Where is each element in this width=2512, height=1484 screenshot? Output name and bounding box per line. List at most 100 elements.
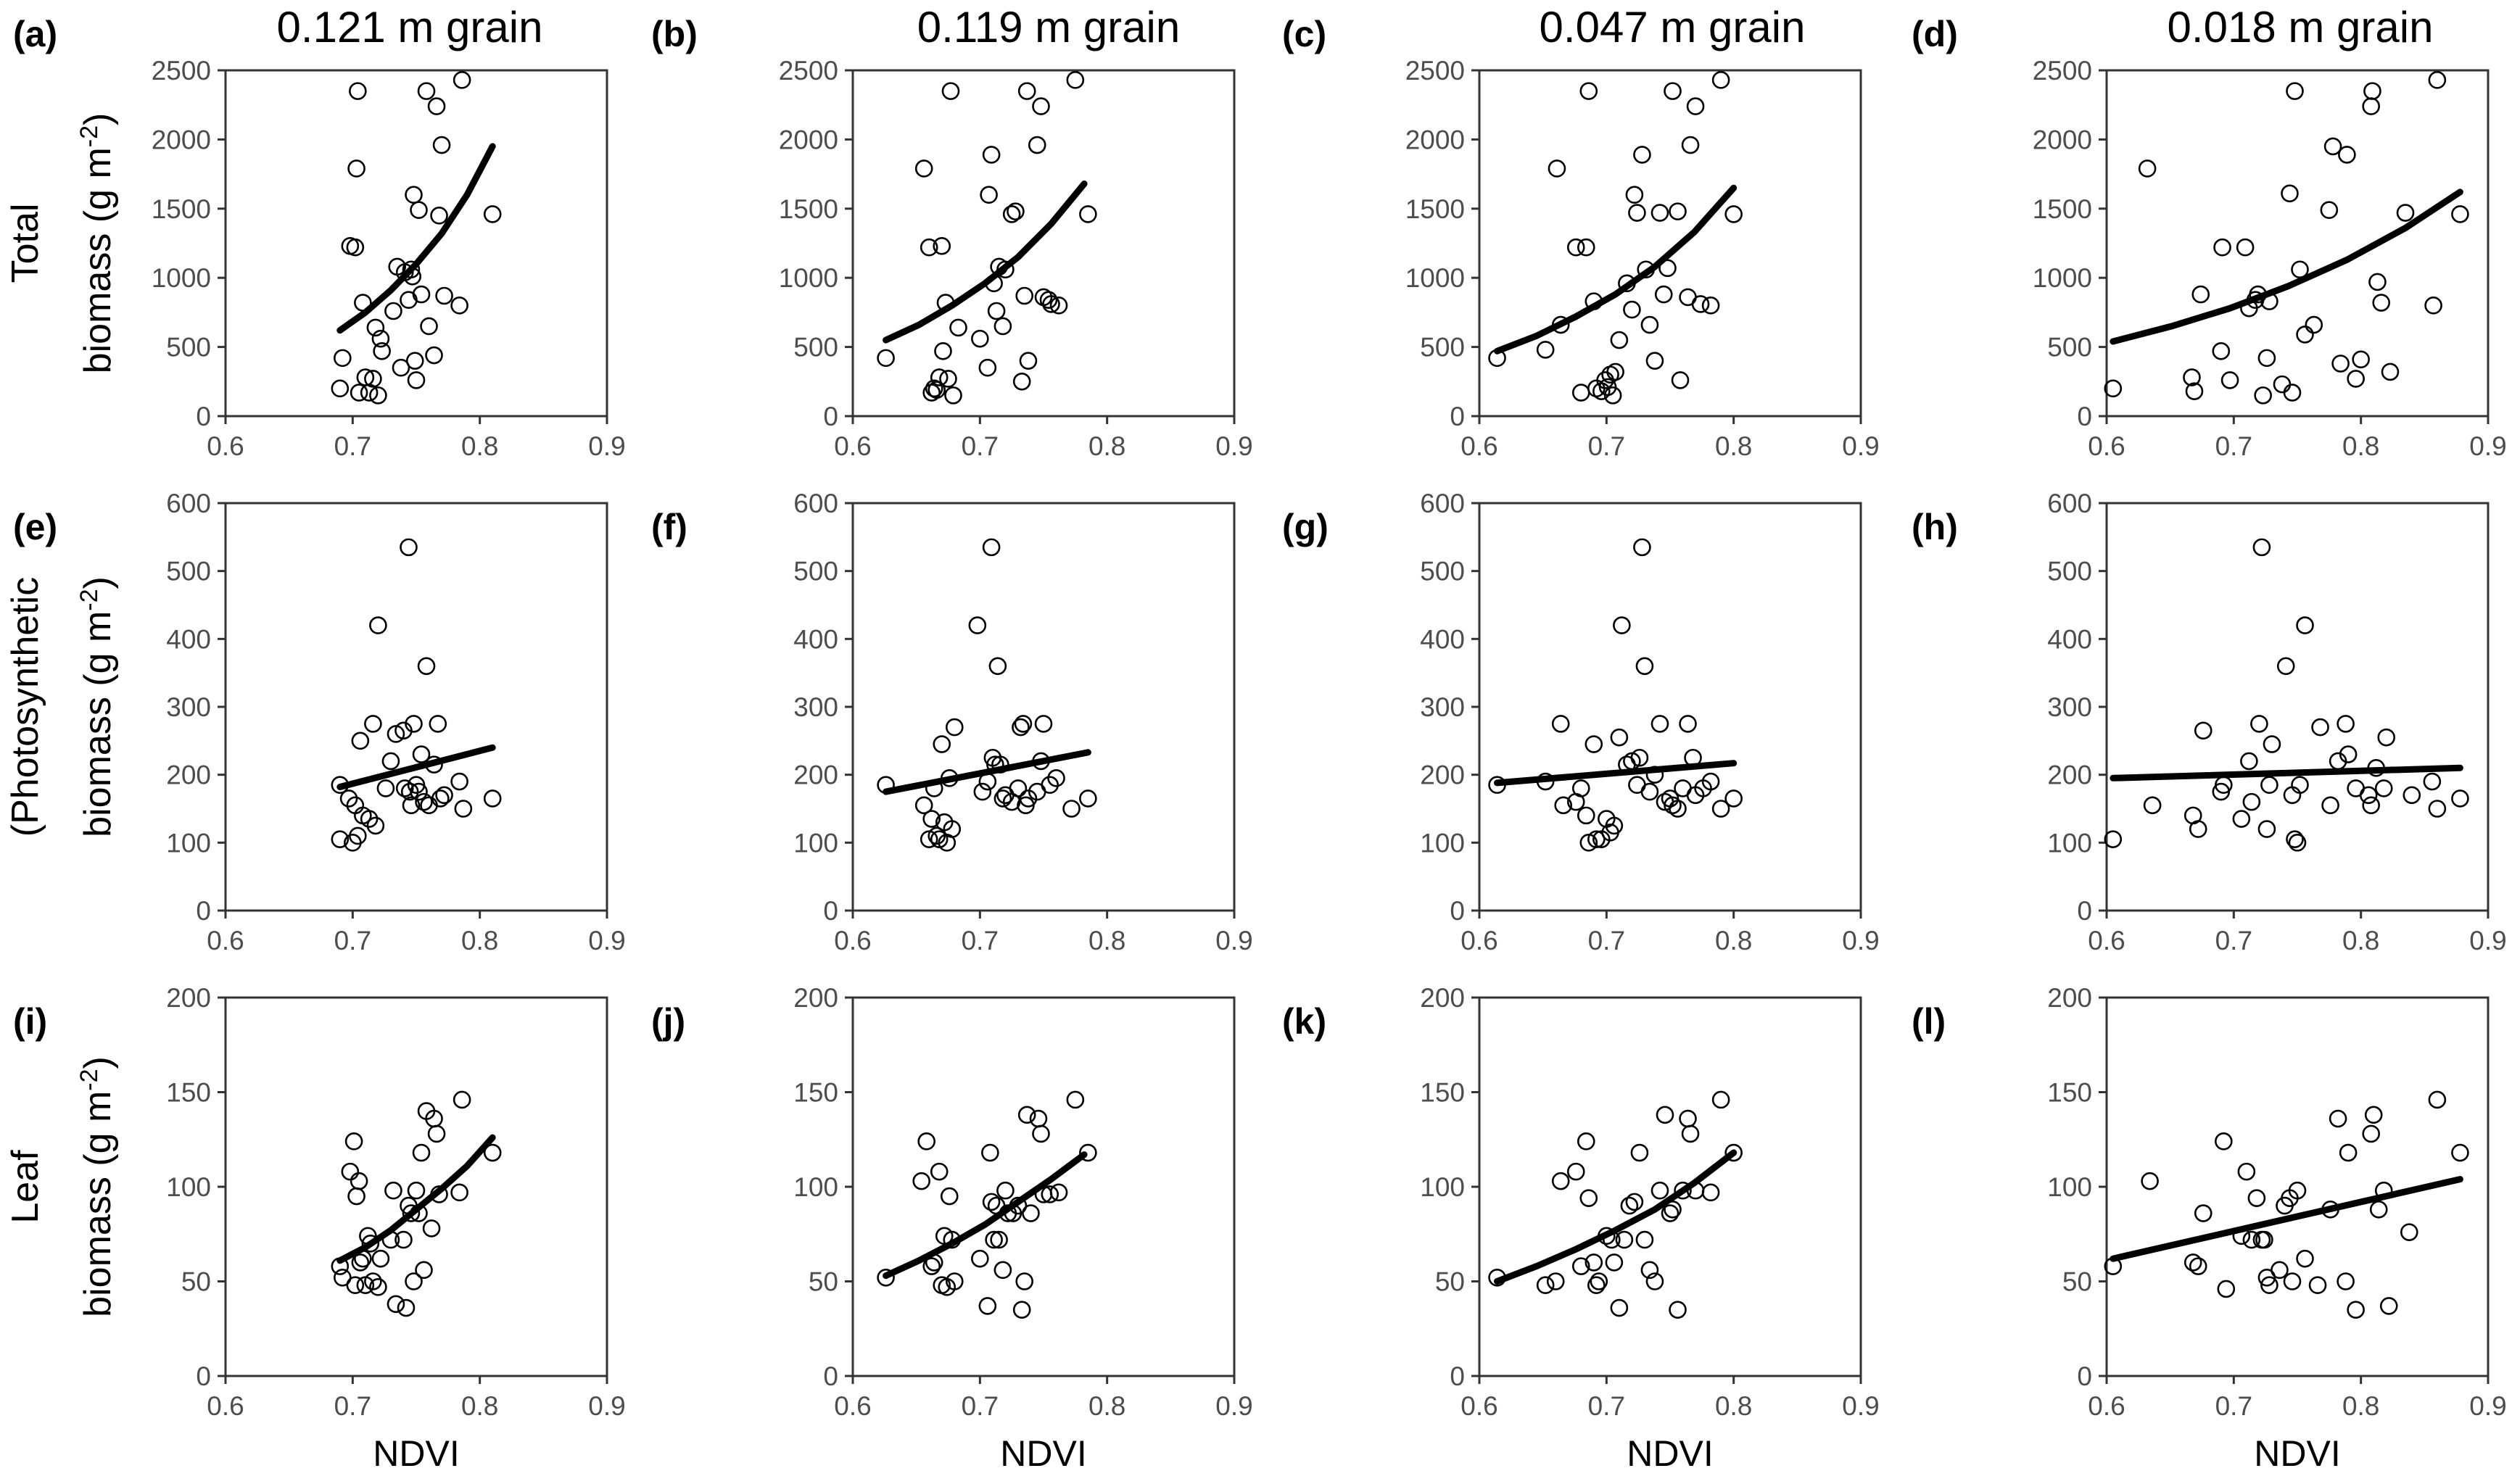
y-tick-label: 0 [823, 1361, 838, 1391]
x-tick-label: 0.8 [2342, 926, 2379, 956]
data-point [2237, 1162, 2256, 1181]
data-point [1047, 769, 1065, 787]
data-point [407, 1181, 426, 1200]
y-tick-label: 100 [166, 828, 211, 858]
data-point [1681, 136, 1700, 154]
data-point [1548, 159, 1566, 178]
data-point [941, 82, 960, 100]
data-point [1029, 1109, 1048, 1128]
data-point [334, 349, 352, 368]
data-point [1587, 830, 1606, 848]
data-point [415, 1261, 433, 1280]
row-label-2-line-2: biomass (g m-2) [75, 576, 119, 837]
data-point [1605, 1253, 1624, 1272]
data-point [2352, 350, 2370, 369]
data-point [1610, 1298, 1629, 1317]
data-point [2347, 370, 2365, 388]
x-tick-label: 0.8 [1715, 926, 1752, 956]
data-point [2337, 715, 2355, 733]
data-point [2141, 1172, 2159, 1190]
data-point [2338, 146, 2356, 164]
data-point [483, 1143, 502, 1162]
data-point [877, 349, 895, 368]
x-tick-label: 0.8 [1088, 431, 1125, 461]
data-point [1032, 1124, 1050, 1143]
data-point [2296, 1249, 2314, 1268]
x-tick-label: 0.6 [834, 926, 871, 956]
data-point [2252, 538, 2271, 557]
data-point [920, 238, 938, 257]
plot-frame [851, 502, 1236, 912]
data-point [405, 715, 423, 733]
data-point [1661, 1204, 1680, 1222]
data-point [349, 826, 367, 845]
data-point [1671, 371, 1690, 389]
y-tick-label: 0 [1450, 896, 1465, 926]
data-point [2359, 786, 2378, 805]
data-point [2138, 159, 2157, 178]
data-point [1007, 202, 1025, 220]
data-point [2400, 1223, 2418, 1241]
data-point [2320, 201, 2339, 220]
panel-letter: (l) [1912, 1001, 1946, 1042]
data-point [1603, 386, 1622, 405]
data-point [2362, 1124, 2380, 1143]
data-point [376, 779, 395, 797]
row-label-1-line-1: Total [4, 204, 46, 283]
data-point [2143, 796, 2162, 815]
fit-line [883, 181, 1088, 344]
data-point [917, 1132, 935, 1151]
unit-superscript: -2 [75, 125, 103, 147]
y-tick-label: 200 [1420, 983, 1465, 1013]
x-tick-label: 0.7 [1588, 926, 1625, 956]
x-tick-label: 0.7 [334, 1391, 371, 1421]
plot-frame [851, 69, 1236, 418]
data-point [361, 1235, 380, 1253]
data-point [364, 715, 382, 733]
data-point [988, 657, 1007, 676]
data-point [351, 1253, 370, 1272]
x-tick-label: 0.9 [2469, 431, 2506, 461]
data-point [392, 358, 410, 377]
fit-line [2110, 764, 2463, 782]
x-tick-label: 0.7 [334, 926, 371, 956]
x-tick-label: 0.6 [1460, 431, 1497, 461]
plot-frame [224, 502, 608, 912]
data-point [435, 286, 453, 305]
data-point [1015, 286, 1033, 305]
y-tick-label: 500 [166, 557, 211, 586]
data-point [1640, 1261, 1659, 1280]
y-tick-label: 100 [793, 828, 838, 858]
panel-l: (l) 0 50 100 150 200 0.6 0.7 0.8 0.9 NDVI [1912, 983, 2507, 1474]
data-point [993, 317, 1012, 336]
data-point [993, 1261, 1012, 1280]
data-point [2321, 796, 2339, 815]
x-tick-label: 0.7 [2215, 1391, 2252, 1421]
panel-d: (d) 0 500 1000 1500 2000 2500 0.6 0.7 0.8 0.9 [1912, 14, 2507, 461]
data-point [2451, 1143, 2469, 1162]
data-point [1579, 1189, 1598, 1207]
plot-frame [224, 996, 608, 1377]
data-point [1650, 204, 1669, 222]
x-tick-label: 0.9 [2469, 926, 2506, 956]
data-point [373, 342, 391, 360]
data-point [417, 82, 436, 100]
data-point [1650, 1181, 1669, 1200]
data-point [384, 302, 402, 320]
data-point [410, 201, 428, 220]
data-point [2379, 1297, 2398, 1315]
data-point [2254, 386, 2272, 405]
data-point [350, 384, 368, 402]
data-point [400, 782, 419, 801]
data-point [1579, 82, 1598, 100]
data-point [1554, 796, 1573, 815]
data-point [2191, 285, 2210, 304]
data-point [1066, 71, 1085, 89]
data-point [1630, 1143, 1649, 1162]
panel-i: (i) 0 50 100 150 200 0.6 0.7 0.8 0.9 NDVI [13, 983, 626, 1474]
data-point [350, 1172, 368, 1190]
data-point [1628, 204, 1646, 222]
data-point [2369, 1201, 2388, 1219]
data-point [360, 384, 379, 402]
x-tick-label: 0.6 [2088, 926, 2125, 956]
